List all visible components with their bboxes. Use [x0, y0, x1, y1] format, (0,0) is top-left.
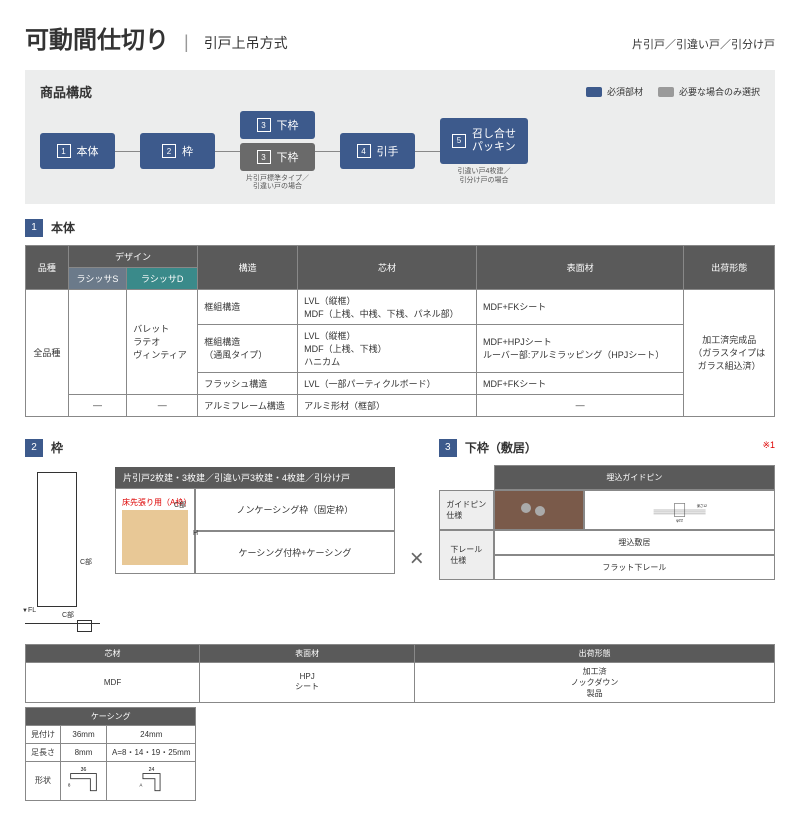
svg-text:φ22: φ22	[676, 517, 683, 522]
page-subtitle: 引戸上吊方式	[204, 33, 288, 53]
flow-caption-packing: 引違い戸4枚建／ 引分け戸の場合	[458, 168, 511, 185]
flow-title: 商品構成	[40, 82, 92, 101]
sill-table: 埋込ガイドピン ガイドピン 仕様 φ22 深さ12 下レール 仕様	[439, 465, 775, 580]
title-divider: |	[184, 32, 189, 53]
flow-node-frame: 2枠	[140, 133, 215, 169]
casing-table: ケーシング 見付け36mm24mm 足長さ8mmA=8・14・19・25mm 形…	[25, 707, 196, 801]
profile-a-icon: 36 8	[61, 761, 107, 800]
flow-row: 1本体 2枠 3下枠 3下枠 片引戸標準タイプ／ 引違い戸の場合 4引手 5召し…	[40, 111, 760, 192]
flow-node-handle: 4引手	[340, 133, 415, 169]
flow-node-sill-b: 3下枠	[240, 143, 315, 171]
body-spec-table: 品種 デザイン 構造 芯材 表面材 出荷形態 ラシッサS ラシッサD 全品種 バ…	[25, 245, 775, 417]
section-3-title: 下枠（敷居）	[465, 439, 537, 456]
material-table: 芯材表面材出荷形態 MDF HPJ シート 加工済 ノックダウン 製品	[25, 644, 775, 703]
guide-pin-diagram: φ22 深さ12	[584, 490, 775, 530]
page-title: 可動間仕切り	[25, 20, 169, 55]
svg-text:8: 8	[68, 782, 71, 787]
svg-text:深さ12: 深さ12	[697, 503, 707, 508]
section-2-title: 枠	[51, 439, 63, 456]
guide-pin-photo	[494, 490, 584, 530]
svg-text:24: 24	[148, 767, 154, 773]
flow-caption-sill: 片引戸標準タイプ／ 引違い戸の場合	[246, 175, 309, 192]
svg-text:36: 36	[81, 767, 87, 773]
frame-option-casing: ケーシング付枠+ケーシング	[195, 531, 395, 574]
legend-required: 必須部材	[607, 85, 643, 98]
section-1-heading: 1 本体	[25, 219, 775, 237]
legend-optional: 必要な場合のみ選択	[679, 85, 760, 98]
header-right-label: 片引戸／引違い戸／引分け戸	[632, 36, 775, 52]
section-3-note: ※1	[762, 440, 775, 451]
product-composition-box: 商品構成 必須部材 必要な場合のみ選択 1本体 2枠 3下枠 3下枠 片引戸標準…	[25, 70, 775, 204]
frame-option-noncasing: ノンケーシング枠（固定枠）	[195, 488, 395, 531]
svg-text:A: A	[139, 782, 142, 787]
page-header: 可動間仕切り | 引戸上吊方式 片引戸／引違い戸／引分け戸	[25, 20, 775, 55]
section-3-heading: 3 下枠（敷居）	[439, 439, 537, 457]
profile-b-icon: 24 A	[107, 761, 196, 800]
flow-node-body: 1本体	[40, 133, 115, 169]
section-2-heading: 2 枠	[25, 439, 395, 457]
frame-illustration: C部 H	[122, 510, 188, 565]
legend: 必須部材 必要な場合のみ選択	[586, 85, 760, 98]
flow-node-packing: 5召し合せ パッキン	[440, 118, 528, 164]
frame-tab-header: 片引戸2枚建・3枚建／引違い戸3枚建・4枚建／引分け戸	[115, 467, 395, 488]
section-1-title: 本体	[51, 219, 75, 236]
frame-options-table: 片引戸2枚建・3枚建／引違い戸3枚建・4枚建／引分け戸 床先張り用（A枠） C部…	[115, 467, 395, 574]
multiply-icon: ×	[410, 545, 424, 573]
door-drawing: C部 FL C部	[25, 467, 100, 632]
flow-node-sill-a: 3下枠	[240, 111, 315, 139]
